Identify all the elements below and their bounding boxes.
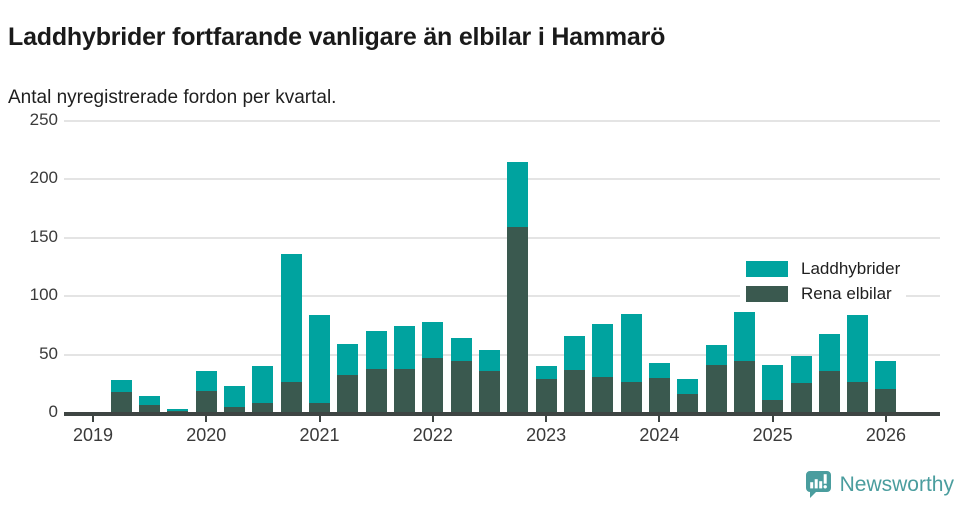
legend-swatch-laddhybrider: [746, 261, 788, 277]
bar-rena-elbilar-2019q3: [139, 405, 161, 412]
legend: Laddhybrider Rena elbilar: [740, 252, 907, 311]
bar-rena-elbilar-2022q3: [478, 371, 500, 412]
x-tick-2022: [431, 416, 434, 422]
bar-laddhybrider-2024q3: [705, 345, 727, 366]
bar-rena-elbilar-2020q1: [195, 390, 217, 412]
gridline-100: [64, 295, 940, 298]
x-tick-label-2019: 2019: [72, 425, 114, 445]
gridline-50: [64, 353, 940, 356]
bar-laddhybrider-2020q1: [195, 371, 217, 391]
bar-rena-elbilar-2019q2: [110, 392, 132, 412]
y-tick-label-150: 150: [29, 226, 58, 246]
bar-laddhybrider-2023q2: [563, 336, 585, 370]
gridline-150: [64, 236, 940, 239]
x-tick-2019: [92, 416, 94, 422]
bar-rena-elbilar-2024q4: [733, 360, 755, 412]
bar-laddhybrider-2023q4: [620, 313, 642, 382]
bar-rena-elbilar-2025q2: [790, 382, 812, 412]
bar-rena-elbilar-2022q4: [507, 227, 529, 412]
brand-name: Newsworthy: [839, 472, 954, 496]
bar-laddhybrider-2021q2: [337, 344, 359, 375]
bar-rena-elbilar-2025q1: [762, 400, 784, 412]
bar-rena-elbilar-2024q1: [648, 378, 670, 412]
x-tick-label-2026: 2026: [865, 425, 906, 445]
bar-rena-elbilar-2026q1: [875, 388, 897, 412]
x-tick-2025: [771, 416, 774, 422]
bar-laddhybrider-2025q1: [762, 365, 784, 401]
bar-rena-elbilar-2024q3: [705, 365, 727, 412]
x-tick-2021: [318, 416, 321, 422]
bar-rena-elbilar-2022q2: [450, 360, 472, 412]
x-tick-label-2021: 2021: [299, 425, 340, 445]
bar-rena-elbilar-2023q3: [592, 376, 614, 412]
bar-laddhybrider-2019q2: [110, 380, 132, 393]
bar-rena-elbilar-2024q2: [677, 394, 699, 412]
bar-laddhybrider-2024q1: [648, 362, 670, 379]
x-tick-2026: [884, 416, 887, 422]
bar-rena-elbilar-2025q4: [847, 381, 869, 412]
x-tick-label-2020: 2020: [186, 425, 227, 445]
newsworthy-logo-icon: [805, 471, 831, 498]
bar-rena-elbilar-2023q1: [535, 379, 557, 412]
y-tick-label-200: 200: [29, 168, 58, 188]
y-tick-label-100: 100: [29, 285, 58, 305]
bar-laddhybrider-2021q4: [394, 325, 416, 369]
bar-rena-elbilar-2021q3: [365, 368, 387, 412]
gridline-250: [64, 120, 940, 122]
bar-laddhybrider-2021q3: [365, 331, 387, 369]
bar-laddhybrider-2022q2: [450, 338, 472, 361]
bar-laddhybrider-2020q2: [224, 386, 246, 408]
legend-swatch-rena-elbilar: [746, 286, 788, 302]
bar-laddhybrider-2021q1: [309, 315, 331, 403]
bar-rena-elbilar-2023q4: [620, 381, 642, 412]
bar-laddhybrider-2024q4: [733, 311, 755, 361]
bar-rena-elbilar-2020q4: [280, 381, 302, 412]
x-tick-2020: [205, 416, 208, 422]
bar-rena-elbilar-2020q3: [252, 402, 274, 412]
x-tick-label-2024: 2024: [639, 425, 680, 445]
bar-laddhybrider-2019q4: [167, 408, 189, 411]
y-tick-label-0: 0: [48, 402, 58, 421]
bar-laddhybrider-2026q1: [875, 360, 897, 389]
bar-laddhybrider-2025q4: [847, 315, 869, 382]
bar-rena-elbilar-2021q4: [394, 368, 416, 412]
chart-title: Laddhybrider fortfarande vanligare än el…: [8, 22, 666, 51]
plot-area: 2019 2020 2021 2022 2023 2024 2025 2026: [64, 120, 940, 445]
bar-rena-elbilar-2019q4: [167, 410, 189, 412]
bar-laddhybrider-2025q2: [790, 355, 812, 383]
bar-laddhybrider-2023q3: [592, 324, 614, 377]
bar-rena-elbilar-2025q3: [818, 371, 840, 412]
bar-laddhybrider-2020q3: [252, 366, 274, 403]
bar-rena-elbilar-2021q2: [337, 374, 359, 412]
bar-laddhybrider-2023q1: [535, 366, 557, 380]
legend-label-rena-elbilar: Rena elbilar: [801, 284, 892, 303]
chart-region: 2019 2020 2021 2022 2023 2024 2025 2026 0 50 100 1…: [0, 110, 960, 445]
x-tick-2023: [545, 416, 548, 422]
bar-laddhybrider-2020q4: [280, 254, 302, 382]
legend-item-laddhybrider: Laddhybrider: [746, 259, 900, 279]
x-tick-2024: [658, 416, 661, 422]
x-tick-label-2025: 2025: [752, 425, 793, 445]
bar-rena-elbilar-2020q2: [224, 407, 246, 412]
y-tick-label-250: 250: [29, 110, 58, 129]
brand-footer: Newsworthy: [805, 470, 954, 499]
bar-rena-elbilar-2023q2: [563, 369, 585, 412]
x-tick-label-2022: 2022: [412, 425, 453, 445]
y-tick-label-50: 50: [39, 343, 58, 363]
bar-rena-elbilar-2022q1: [422, 358, 444, 412]
gridline-200: [64, 178, 940, 181]
bar-laddhybrider-2019q3: [139, 395, 161, 405]
chart-subtitle: Antal nyregistrerade fordon per kvartal.: [8, 87, 337, 108]
bar-laddhybrider-2025q3: [818, 333, 840, 372]
legend-label-laddhybrider: Laddhybrider: [801, 259, 901, 278]
x-axis-line: [64, 412, 940, 416]
bar-rena-elbilar-2021q1: [309, 402, 331, 412]
x-tick-label-2023: 2023: [526, 425, 567, 445]
legend-item-rena-elbilar: Rena elbilar: [746, 284, 900, 304]
bar-laddhybrider-2022q1: [422, 322, 444, 359]
bar-laddhybrider-2024q2: [677, 379, 699, 395]
bar-laddhybrider-2022q3: [478, 350, 500, 372]
bar-laddhybrider-2022q4: [507, 162, 529, 228]
